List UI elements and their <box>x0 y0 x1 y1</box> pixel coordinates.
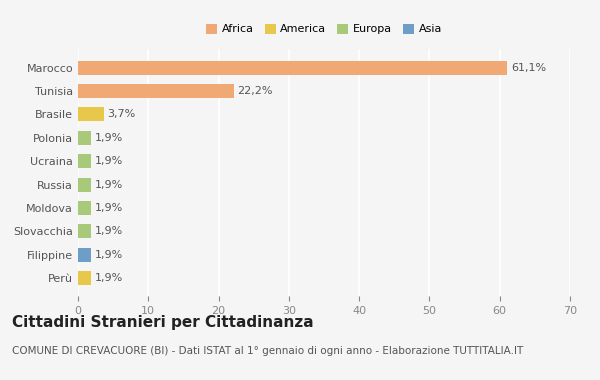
Bar <box>78 84 234 98</box>
Text: COMUNE DI CREVACUORE (BI) - Dati ISTAT al 1° gennaio di ogni anno - Elaborazione: COMUNE DI CREVACUORE (BI) - Dati ISTAT a… <box>12 346 523 356</box>
Legend: Africa, America, Europa, Asia: Africa, America, Europa, Asia <box>202 19 446 39</box>
Bar <box>78 61 508 74</box>
Text: 61,1%: 61,1% <box>511 63 546 73</box>
Bar <box>78 131 91 145</box>
Text: 1,9%: 1,9% <box>95 250 123 260</box>
Text: 1,9%: 1,9% <box>95 180 123 190</box>
Text: 1,9%: 1,9% <box>95 203 123 213</box>
Text: 1,9%: 1,9% <box>95 273 123 283</box>
Text: 1,9%: 1,9% <box>95 133 123 143</box>
Bar <box>78 177 91 192</box>
Text: Cittadini Stranieri per Cittadinanza: Cittadini Stranieri per Cittadinanza <box>12 315 314 330</box>
Bar <box>78 271 91 285</box>
Text: 1,9%: 1,9% <box>95 156 123 166</box>
Bar <box>78 224 91 238</box>
Bar <box>78 154 91 168</box>
Text: 1,9%: 1,9% <box>95 226 123 236</box>
Bar <box>78 248 91 262</box>
Bar <box>78 201 91 215</box>
Bar <box>78 108 104 122</box>
Text: 22,2%: 22,2% <box>238 86 273 96</box>
Text: 3,7%: 3,7% <box>107 109 136 119</box>
